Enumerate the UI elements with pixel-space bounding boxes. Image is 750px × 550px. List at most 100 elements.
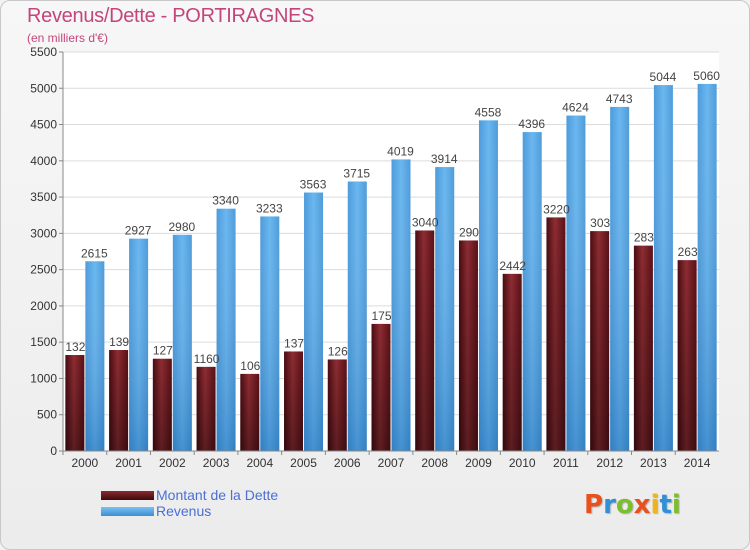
debt-data-label: 137 (284, 336, 304, 350)
y-tick-label: 1500 (30, 335, 57, 349)
debt-bar-shade (590, 231, 610, 451)
revenue-data-label: 2927 (125, 224, 152, 238)
debt-data-label: 139 (109, 335, 129, 349)
revenue-data-label: 3715 (343, 166, 370, 180)
y-tick-label: 2000 (30, 299, 57, 313)
debt-bar-shade (196, 366, 216, 451)
debt-data-label: 3040 (412, 215, 439, 229)
x-tick-label: 2002 (159, 456, 186, 470)
revenue-bar-shade (653, 85, 673, 452)
logo-letter: i (671, 490, 681, 520)
logo-letter: r (603, 490, 616, 520)
debt-data-label: 2442 (499, 259, 526, 273)
revenue-bar-shade (85, 261, 105, 451)
debt-data-label: 290 (459, 225, 479, 239)
y-tick-label: 5000 (30, 81, 57, 95)
revenue-bar-shade (478, 120, 498, 451)
x-tick-label: 2001 (115, 456, 142, 470)
x-tick-label: 2012 (596, 456, 623, 470)
debt-bar-shade (284, 351, 304, 451)
logo-letter: t (659, 490, 672, 520)
legend-swatch-revenus (101, 507, 154, 516)
revenue-bar-shade (697, 83, 717, 452)
revenue-data-label: 2615 (81, 246, 108, 260)
debt-data-label: 303 (590, 216, 610, 230)
revenue-data-label: 4624 (562, 101, 589, 115)
y-tick-label: 5500 (30, 45, 57, 59)
revenue-data-label: 3233 (256, 201, 283, 215)
revenue-data-label: 4396 (518, 117, 545, 131)
debt-data-label: 132 (65, 340, 85, 354)
debt-bar-shade (371, 323, 391, 451)
revenue-bar-shade (435, 167, 455, 451)
revenue-bar-shade (260, 216, 280, 451)
revenue-data-label: 3563 (300, 178, 327, 192)
revenue-data-label: 3914 (431, 152, 458, 166)
legend-swatch-dette (101, 491, 154, 500)
debt-bar-shade (677, 260, 697, 451)
debt-bar-shade (458, 240, 478, 451)
revenue-data-label: 3340 (212, 194, 239, 208)
revenue-data-label: 5044 (650, 70, 677, 84)
revenue-data-label: 4558 (475, 105, 502, 119)
y-tick-label: 1000 (30, 371, 57, 385)
revenue-data-label: 4019 (387, 144, 414, 158)
y-tick-label: 3000 (30, 226, 57, 240)
revenue-bar-shade (172, 234, 192, 451)
debt-bar-shade (546, 217, 566, 451)
x-tick-label: 2007 (378, 456, 405, 470)
legend-label-dette: Montant de la Dette (156, 487, 279, 503)
debt-data-label: 126 (328, 344, 348, 358)
proxiti-logo: Proxiti (584, 490, 681, 520)
chart-subtitle: (en milliers d'€) (27, 31, 108, 45)
revenue-bar-shade (216, 208, 236, 451)
debt-data-label: 1160 (194, 352, 220, 366)
y-tick-label: 500 (37, 408, 57, 422)
debt-bar-shade (502, 273, 522, 451)
revenue-bar-shade (566, 115, 586, 452)
x-tick-label: 2005 (290, 456, 317, 470)
logo-letter: x (633, 490, 651, 520)
legend-label-revenus: Revenus (156, 503, 212, 519)
debt-data-label: 263 (678, 245, 698, 259)
y-tick-label: 4000 (30, 154, 57, 168)
debt-bar-shade (240, 373, 260, 451)
plot-area (63, 52, 719, 451)
revenue-bar-shade (522, 132, 542, 451)
y-tick-label: 4500 (30, 118, 57, 132)
debt-data-label: 3220 (543, 202, 570, 216)
y-tick-label: 3500 (30, 190, 57, 204)
debt-data-label: 175 (371, 309, 391, 323)
revenue-bar-shade (391, 159, 411, 451)
debt-data-label: 106 (240, 359, 260, 373)
x-tick-label: 2004 (246, 456, 273, 470)
revenue-data-label: 4743 (606, 92, 633, 106)
revenue-bar-shade (129, 238, 149, 451)
x-tick-label: 2013 (640, 456, 667, 470)
revenue-data-label: 2980 (168, 220, 195, 234)
logo-letter: o (615, 490, 634, 520)
chart-title: Revenus/Dette - PORTIRAGNES (27, 5, 315, 27)
debt-bar-shade (327, 359, 347, 451)
debt-bar-shade (152, 358, 172, 451)
debt-data-label: 283 (634, 231, 654, 245)
debt-data-label: 127 (153, 344, 173, 358)
x-tick-label: 2009 (465, 456, 492, 470)
x-tick-label: 2014 (684, 456, 711, 470)
debt-bar-shade (109, 350, 129, 451)
revenue-bar-shade (610, 106, 630, 452)
x-tick-label: 2011 (553, 456, 579, 470)
x-tick-label: 2008 (421, 456, 448, 470)
y-tick-label: 0 (50, 444, 57, 458)
logo-letter: P (584, 490, 604, 520)
debt-bar-shade (633, 245, 653, 451)
revenue-bar-shade (304, 192, 324, 451)
debt-bar-shade (415, 230, 435, 451)
revenue-bar-shade (347, 181, 367, 451)
x-tick-label: 2003 (203, 456, 230, 470)
logo-letter: i (650, 490, 660, 520)
revenue-data-label: 5060 (693, 69, 720, 83)
x-tick-label: 2010 (509, 456, 536, 470)
